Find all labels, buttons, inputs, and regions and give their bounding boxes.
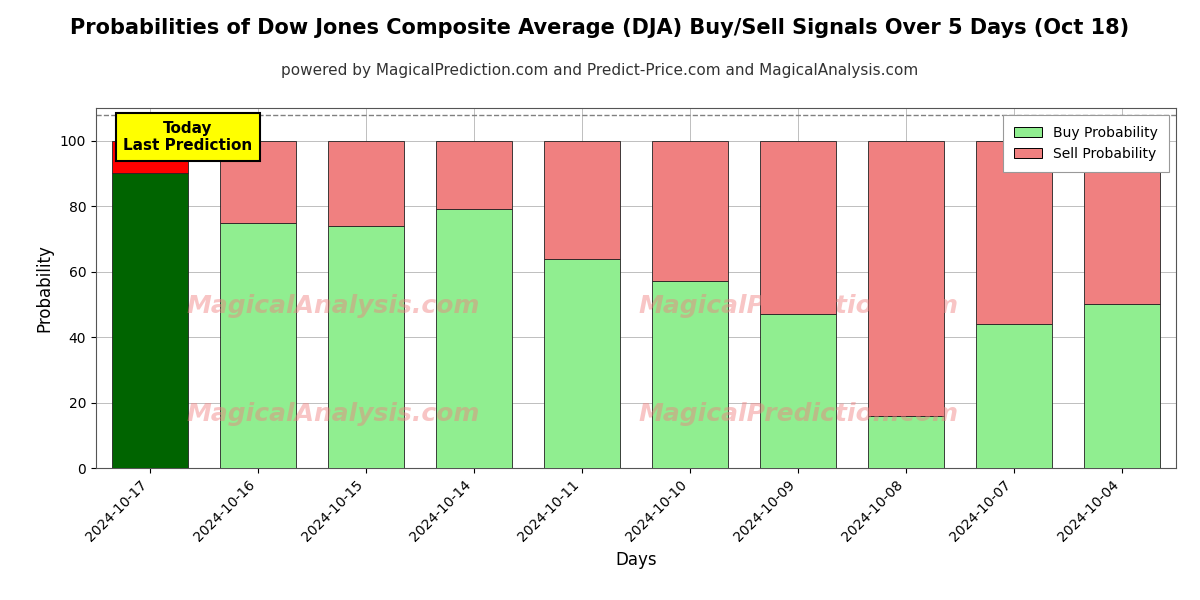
Text: MagicalAnalysis.com: MagicalAnalysis.com <box>187 294 480 318</box>
Bar <box>221 141 296 223</box>
Bar <box>329 226 403 468</box>
Text: powered by MagicalPrediction.com and Predict-Price.com and MagicalAnalysis.com: powered by MagicalPrediction.com and Pre… <box>281 63 919 78</box>
Bar <box>761 141 836 314</box>
Text: MagicalPrediction.com: MagicalPrediction.com <box>638 402 958 426</box>
Bar <box>113 173 188 468</box>
Bar <box>1085 304 1159 468</box>
Bar <box>653 281 728 468</box>
Bar <box>437 141 512 209</box>
Bar <box>329 141 403 226</box>
Legend: Buy Probability, Sell Probability: Buy Probability, Sell Probability <box>1003 115 1169 172</box>
Bar <box>545 141 619 259</box>
Bar <box>869 141 944 416</box>
Text: MagicalAnalysis.com: MagicalAnalysis.com <box>187 402 480 426</box>
Text: Today
Last Prediction: Today Last Prediction <box>124 121 252 154</box>
Bar <box>545 259 619 468</box>
Bar <box>653 141 728 281</box>
Bar <box>869 416 944 468</box>
Bar <box>113 141 188 173</box>
Bar <box>221 223 296 468</box>
Y-axis label: Probability: Probability <box>35 244 53 332</box>
Text: Probabilities of Dow Jones Composite Average (DJA) Buy/Sell Signals Over 5 Days : Probabilities of Dow Jones Composite Ave… <box>71 18 1129 38</box>
Bar <box>761 314 836 468</box>
Bar <box>977 141 1051 324</box>
Bar <box>1085 141 1159 304</box>
X-axis label: Days: Days <box>616 551 656 569</box>
Text: MagicalPrediction.com: MagicalPrediction.com <box>638 294 958 318</box>
Bar <box>977 324 1051 468</box>
Bar <box>437 209 512 468</box>
